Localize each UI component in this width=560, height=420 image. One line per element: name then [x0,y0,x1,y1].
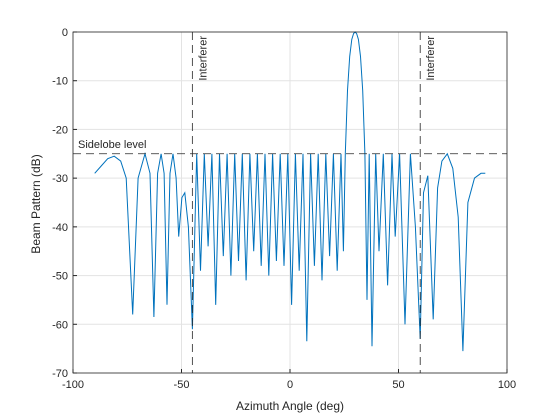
x-tick-label: 100 [498,379,516,391]
x-tick-label: -50 [174,379,190,391]
annotation: Sidelobe level [78,139,147,151]
x-tick-label: 50 [392,379,404,391]
y-tick-label: -40 [52,222,68,234]
y-tick-label: -30 [52,173,68,185]
x-tick-label: -100 [62,379,84,391]
y-axis-label: Beam Pattern (dB) [29,154,43,253]
annotation: Interferer [197,36,209,81]
y-tick-label: -20 [52,124,68,136]
y-tick-label: -10 [52,76,68,88]
x-tick-label: 0 [287,379,293,391]
plot-frame [72,31,508,374]
y-tick-label: -70 [52,368,68,380]
y-tick-label: 0 [62,27,68,39]
x-axis-label: Azimuth Angle (deg) [236,399,344,413]
annotation: Interferer [425,36,437,81]
y-tick-label: -50 [52,271,68,283]
y-tick-label: -60 [52,319,68,331]
data-line [94,31,486,352]
